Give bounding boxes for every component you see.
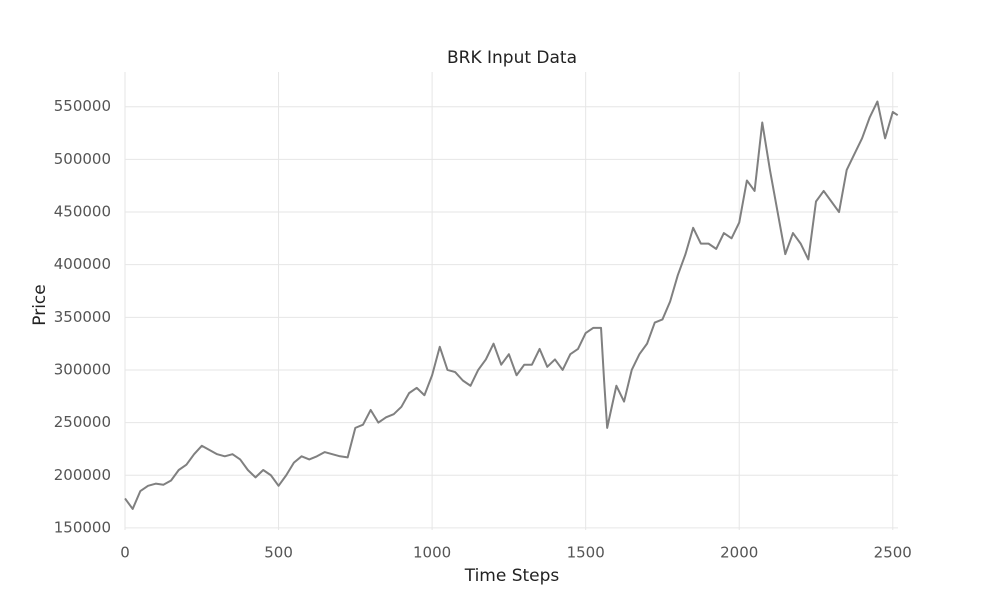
y-tick-label: 350000 [54, 308, 111, 326]
y-tick-label: 500000 [54, 150, 111, 168]
y-tick-label: 150000 [54, 518, 111, 536]
y-tick-label: 250000 [54, 413, 111, 431]
x-axis-label: Time Steps [464, 566, 560, 586]
x-tick-label: 2500 [874, 544, 912, 562]
y-tick-label: 300000 [54, 360, 111, 378]
y-tick-label: 200000 [54, 466, 111, 484]
y-tick-label: 450000 [54, 203, 111, 221]
chart-title: BRK Input Data [447, 48, 577, 68]
y-tick-label: 400000 [54, 255, 111, 273]
x-tick-label: 1000 [413, 544, 451, 562]
x-tick-label: 1500 [567, 544, 605, 562]
y-tick-label: 550000 [54, 97, 111, 115]
x-tick-label: 500 [264, 544, 293, 562]
x-tick-label: 0 [120, 544, 130, 562]
data-line [124, 100, 899, 510]
x-tick-label: 2000 [720, 544, 758, 562]
y-axis-label: Price [30, 284, 50, 325]
